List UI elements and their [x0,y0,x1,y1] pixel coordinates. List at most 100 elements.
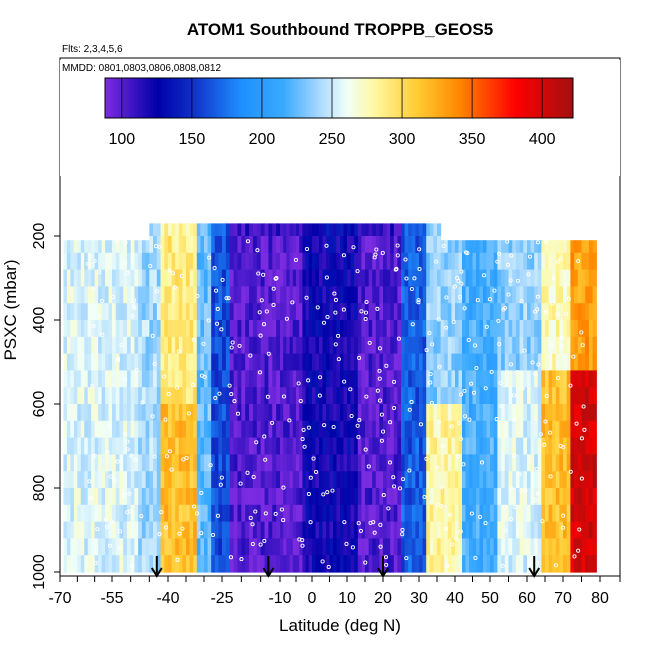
y-tick-label: 800 [31,475,48,502]
heatmap-cell [383,420,388,439]
heatmap-cell [233,555,239,573]
heatmap-cell [490,420,495,439]
heatmap-cell [508,286,513,304]
heatmap-cell [415,387,420,405]
heatmap-cell [101,555,106,573]
heatmap-cell [84,286,89,304]
heatmap-cell [465,336,470,355]
heatmap-cell [347,404,352,422]
heatmap-cell [225,420,231,439]
measurement-point [479,460,485,465]
heatmap-cell [241,353,246,371]
heatmap-cell [592,420,597,439]
heatmap-cell [563,336,568,355]
heatmap-cell [581,353,586,371]
colorbar-swatch [289,78,292,118]
heatmap-cell [386,336,391,355]
heatmap-cell [126,404,132,422]
heatmap-cell [225,223,231,236]
heatmap-cell [333,370,338,388]
measurement-point [139,514,144,519]
heatmap-cell [497,404,502,422]
heatmap-cell [245,555,250,573]
heatmap-cell [134,437,139,455]
measurement-point [229,345,234,350]
heatmap-cell [249,471,254,489]
heatmap-cell [422,420,427,439]
heatmap-cell [302,303,307,321]
heatmap-cell [149,538,154,556]
heatmap-cell [462,538,467,556]
heatmap-cell [264,303,269,321]
heatmap-cell [515,404,521,422]
heatmap-cell [84,320,89,338]
heatmap-cell [372,370,377,388]
heatmap-cell [233,336,239,355]
heatmap-cell [276,521,281,539]
heatmap-cell [115,437,121,455]
heatmap-cell [559,488,564,506]
heatmap-cell [350,387,355,405]
heatmap-cell [189,353,194,371]
heatmap-cell [340,269,345,287]
heatmap-cell [512,336,517,355]
measurement-point [535,240,541,245]
measurement-point [232,399,237,404]
heatmap-cell [419,320,424,338]
heatmap-cell [393,269,398,287]
heatmap-cell [585,370,590,388]
heatmap-cell [574,387,579,405]
colorbar-swatch [515,78,518,118]
heatmap-cell [73,320,78,338]
heatmap-cell [483,504,488,523]
heatmap-cell [260,420,266,439]
heatmap-cell [296,488,300,506]
heatmap-cell [252,370,258,388]
heatmap-cell [204,420,209,439]
measurement-point [581,404,586,409]
heatmap-cell [63,370,68,388]
heatmap-cell [252,555,258,573]
heatmap-cell [570,454,575,472]
heatmap-cell [476,538,481,556]
heatmap-cell [302,353,307,371]
measurement-point [235,411,241,416]
heatmap-cell [168,437,173,455]
heatmap-cell [115,303,121,321]
heatmap-cell [347,454,352,472]
heatmap-cell [141,387,147,405]
heatmap-cell [469,454,474,472]
heatmap-cell [289,252,294,271]
heatmap-cell [91,387,96,405]
heatmap-cell [504,521,510,539]
heatmap-cell [515,286,521,304]
colorbar-swatch [417,78,420,118]
heatmap-cell [229,404,235,422]
heatmap-cell [581,286,586,304]
heatmap-cell [365,269,370,287]
heatmap-cell [497,488,502,506]
heatmap-cell [299,320,303,338]
heatmap-cell [252,236,258,254]
heatmap-cell [193,303,198,321]
heatmap-cell [588,252,594,271]
heatmap-cell [101,488,106,506]
heatmap-cell [354,521,359,539]
heatmap-cell [126,252,132,271]
colorbar-swatch [129,78,132,118]
measurement-point [92,258,97,263]
heatmap-cell [451,353,456,371]
colorbar-swatch [207,78,210,118]
heatmap-cell [357,269,362,287]
heatmap-cell [302,370,307,388]
heatmap-cell [211,353,216,371]
heatmap-cell [260,353,266,371]
heatmap-cell [302,521,307,539]
heatmap-cell [211,504,216,523]
heatmap-cell [401,353,406,371]
heatmap-cell [312,370,317,388]
heatmap-cell [292,454,297,472]
heatmap-cell [189,269,194,287]
heatmap-cell [383,387,388,405]
heatmap-cell [115,555,121,573]
